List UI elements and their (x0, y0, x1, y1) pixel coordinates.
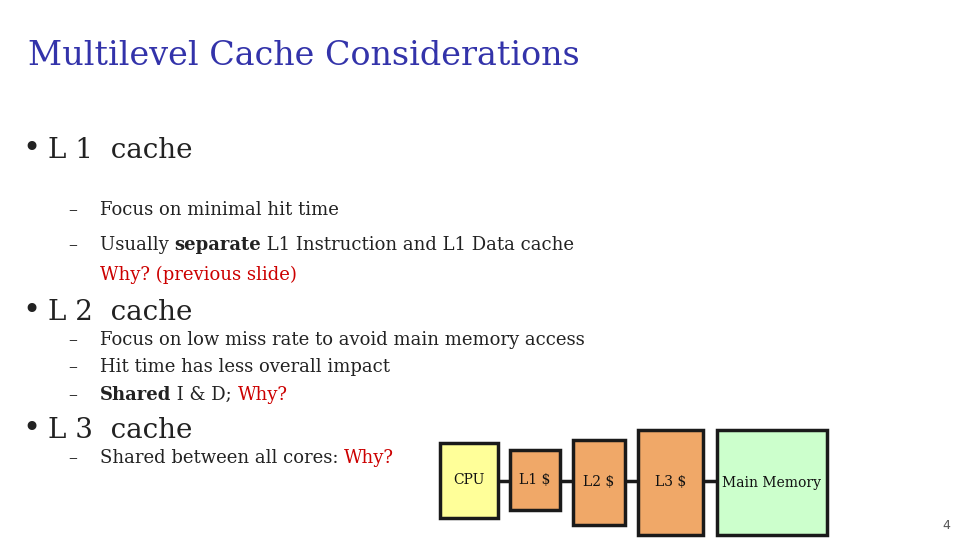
Text: L3 $: L3 $ (655, 476, 686, 489)
Text: Shared: Shared (100, 386, 172, 404)
Text: Why?: Why? (345, 449, 395, 467)
Text: Why?: Why? (238, 386, 288, 404)
Text: separate: separate (175, 236, 261, 254)
Text: –: – (68, 449, 77, 467)
Text: L 3  cache: L 3 cache (48, 416, 192, 443)
Text: Hit time has less overall impact: Hit time has less overall impact (100, 358, 390, 376)
Bar (510, 450, 560, 510)
Text: L 1  cache: L 1 cache (48, 137, 193, 164)
Text: Focus on minimal hit time: Focus on minimal hit time (100, 201, 339, 219)
Bar (573, 440, 625, 525)
Text: L2 $: L2 $ (584, 476, 614, 489)
Text: 4: 4 (942, 519, 950, 532)
Text: –: – (68, 236, 77, 254)
Text: –: – (68, 201, 77, 219)
Text: Main Memory: Main Memory (723, 476, 822, 489)
Text: Why? (previous slide): Why? (previous slide) (100, 266, 297, 284)
Text: L 2  cache: L 2 cache (48, 299, 192, 326)
Text: •: • (22, 296, 40, 327)
Bar (638, 430, 703, 535)
Text: Shared between all cores:: Shared between all cores: (100, 449, 345, 467)
Text: •: • (22, 134, 40, 165)
Text: Multilevel Cache Considerations: Multilevel Cache Considerations (28, 40, 580, 72)
Text: •: • (22, 415, 40, 446)
Text: –: – (68, 386, 77, 404)
Text: I & D;: I & D; (172, 386, 238, 404)
Text: Focus on low miss rate to avoid main memory access: Focus on low miss rate to avoid main mem… (100, 331, 585, 349)
Text: CPU: CPU (453, 474, 485, 488)
Text: Usually: Usually (100, 236, 175, 254)
Text: –: – (68, 358, 77, 376)
Bar (440, 443, 498, 518)
Text: L1 Instruction and L1 Data cache: L1 Instruction and L1 Data cache (261, 236, 574, 254)
Bar (717, 430, 827, 535)
Text: L1 $: L1 $ (519, 473, 551, 487)
Text: –: – (68, 331, 77, 349)
